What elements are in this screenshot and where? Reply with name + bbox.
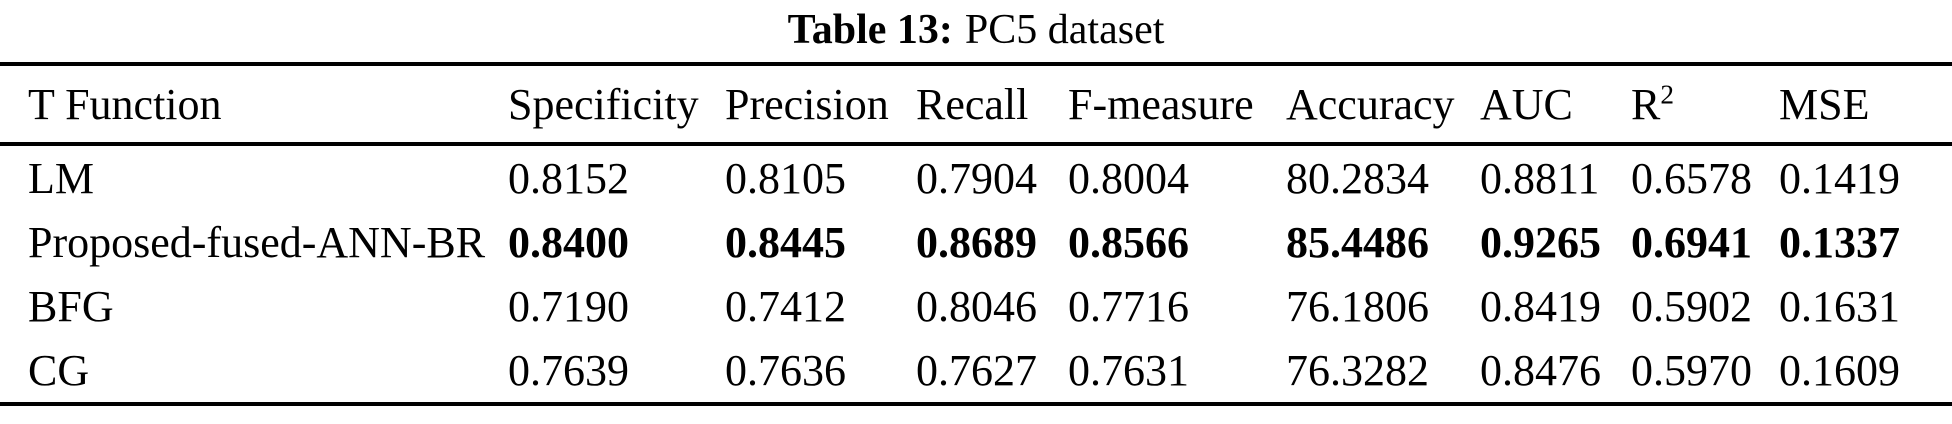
cell-accuracy: 80.2834 — [1286, 153, 1429, 203]
table-title: Table 13: PC5 dataset — [0, 0, 1952, 58]
cell-mse: 0.1419 — [1779, 153, 1900, 203]
column-header-r-squared: R2 — [1631, 64, 1779, 146]
row-label: CG — [28, 345, 90, 395]
cell-specificity: 0.8400 — [508, 217, 629, 267]
column-header-precision: Precision — [725, 64, 916, 146]
cell-precision: 0.7636 — [725, 345, 846, 395]
r-squared-base: R — [1631, 79, 1661, 129]
table-number-label: Table 13: — [787, 7, 953, 53]
column-header-f-measure: F-measure — [1068, 64, 1286, 146]
cell-recall: 0.8689 — [916, 217, 1037, 267]
column-header-t-function: T Function — [0, 64, 508, 146]
table-caption: PC5 dataset — [964, 7, 1165, 53]
cell-mse: 0.1337 — [1779, 217, 1900, 267]
cell-auc: 0.8811 — [1480, 153, 1600, 203]
cell-auc: 0.8476 — [1480, 345, 1601, 395]
cell-specificity: 0.7190 — [508, 281, 629, 331]
r-squared-exponent: 2 — [1660, 78, 1674, 109]
column-header-mse: MSE — [1779, 64, 1952, 146]
cell-accuracy: 76.1806 — [1286, 281, 1429, 331]
metrics-table: T Function Specificity Precision Recall … — [0, 62, 1952, 406]
cell-mse: 0.1609 — [1779, 345, 1900, 395]
cell-specificity: 0.8152 — [508, 153, 629, 203]
table-row-proposed-fused-ann-br: Proposed-fused-ANN-BR 0.8400 0.8445 0.86… — [0, 210, 1952, 274]
cell-auc: 0.8419 — [1480, 281, 1601, 331]
cell-r-squared: 0.5902 — [1631, 281, 1752, 331]
cell-f-measure: 0.8004 — [1068, 153, 1189, 203]
column-header-specificity: Specificity — [508, 64, 725, 146]
row-label: BFG — [28, 281, 114, 331]
cell-r-squared: 0.6941 — [1631, 217, 1752, 267]
cell-specificity: 0.7639 — [508, 345, 629, 395]
cell-r-squared: 0.6578 — [1631, 153, 1752, 203]
table-row-cg: CG 0.7639 0.7636 0.7627 0.7631 76.3282 0… — [0, 338, 1952, 404]
cell-recall: 0.7627 — [916, 345, 1037, 395]
column-header-auc: AUC — [1480, 64, 1631, 146]
cell-precision: 0.7412 — [725, 281, 846, 331]
cell-f-measure: 0.7631 — [1068, 345, 1189, 395]
table-row-bfg: BFG 0.7190 0.7412 0.8046 0.7716 76.1806 … — [0, 274, 1952, 338]
cell-recall: 0.7904 — [916, 153, 1037, 203]
column-header-recall: Recall — [916, 64, 1068, 146]
header-row: T Function Specificity Precision Recall … — [0, 64, 1952, 146]
row-label: LM — [28, 153, 94, 203]
cell-accuracy: 76.3282 — [1286, 345, 1429, 395]
row-label: Proposed-fused-ANN-BR — [28, 217, 486, 267]
table-row-lm: LM 0.8152 0.8105 0.7904 0.8004 80.2834 0… — [0, 144, 1952, 210]
cell-recall: 0.8046 — [916, 281, 1037, 331]
cell-mse: 0.1631 — [1779, 281, 1900, 331]
cell-r-squared: 0.5970 — [1631, 345, 1752, 395]
cell-f-measure: 0.8566 — [1068, 217, 1189, 267]
cell-f-measure: 0.7716 — [1068, 281, 1189, 331]
cell-precision: 0.8105 — [725, 153, 846, 203]
cell-accuracy: 85.4486 — [1286, 217, 1429, 267]
cell-precision: 0.8445 — [725, 217, 846, 267]
cell-auc: 0.9265 — [1480, 217, 1601, 267]
column-header-accuracy: Accuracy — [1286, 64, 1480, 146]
